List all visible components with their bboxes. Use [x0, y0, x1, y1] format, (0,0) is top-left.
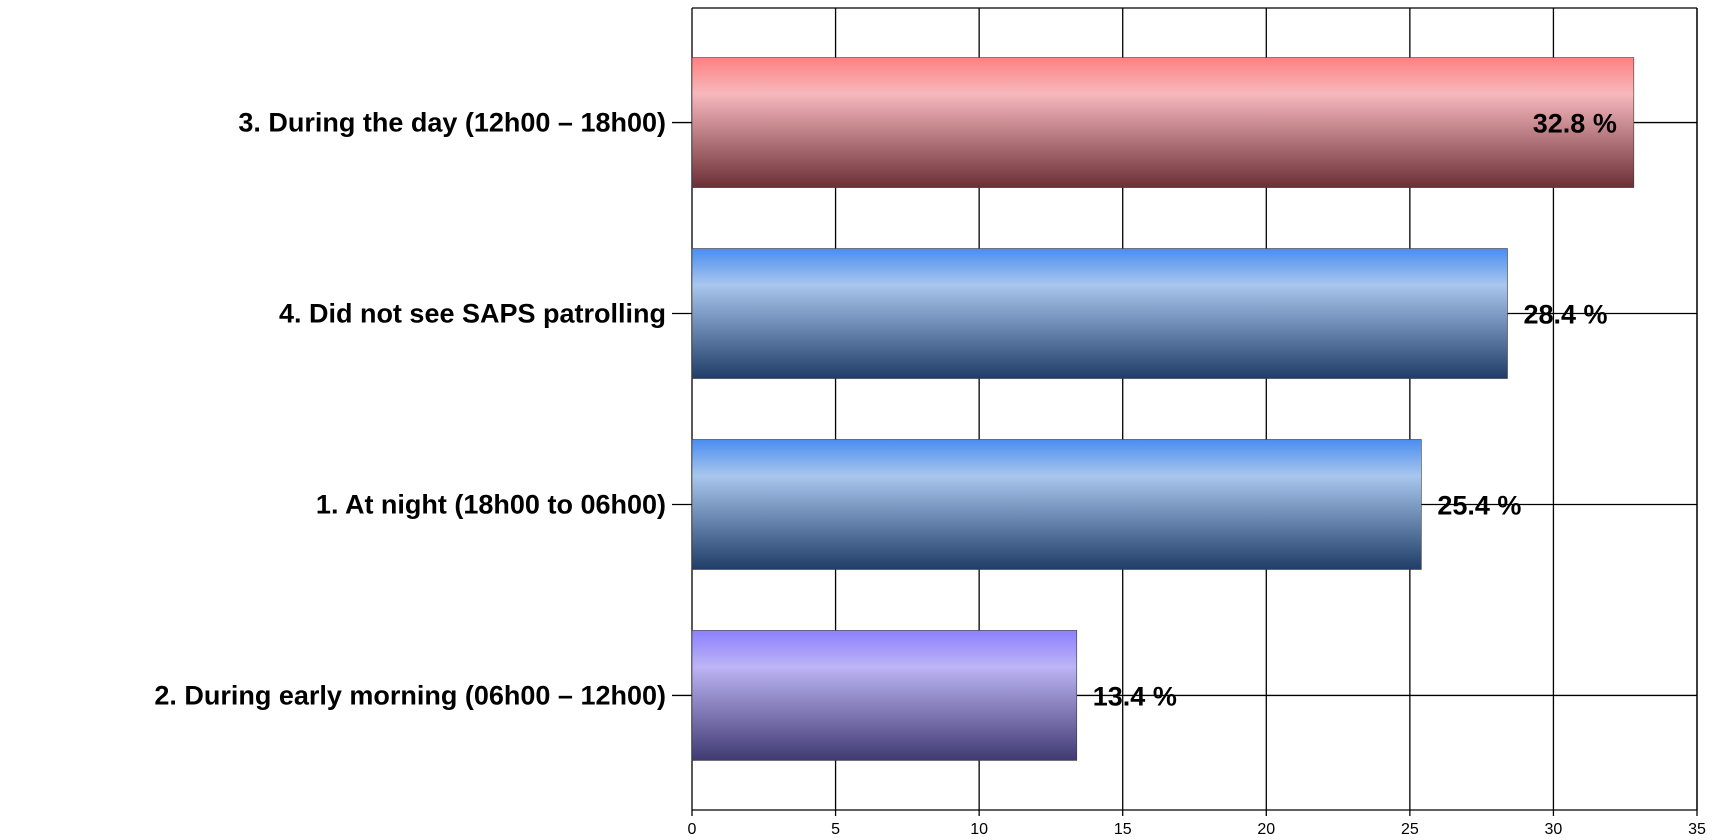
- category-label: 2. During early morning (06h00 – 12h00): [154, 680, 666, 710]
- x-tick-label: 10: [970, 821, 988, 838]
- category-label: 1. At night (18h00 to 06h00): [316, 489, 666, 519]
- bars: [691, 57, 1635, 761]
- category-label: 4. Did not see SAPS patrolling: [279, 299, 666, 329]
- bar: [691, 248, 1508, 379]
- x-tick-label: 20: [1257, 821, 1275, 838]
- category-labels: 3. During the day (12h00 – 18h00) 4. Did …: [154, 108, 666, 711]
- data-label: 25.4 %: [1437, 490, 1521, 520]
- bar: [691, 630, 1078, 761]
- data-label: 28.4 %: [1523, 300, 1607, 330]
- data-label: 32.8 %: [1533, 109, 1617, 139]
- x-tick-labels: 0 5 10 15 20 25 30 35: [688, 821, 1706, 838]
- x-tick-label: 35: [1688, 821, 1706, 838]
- bar: [691, 439, 1422, 570]
- x-tick-label: 5: [831, 821, 840, 838]
- x-tick-label: 30: [1545, 821, 1563, 838]
- category-label: 3. During the day (12h00 – 18h00): [238, 108, 666, 138]
- x-tick-label: 15: [1114, 821, 1132, 838]
- x-tick-label: 0: [688, 821, 697, 838]
- value-labels: 32.8 % 28.4 % 25.4 % 13.4 %: [1093, 109, 1617, 712]
- data-label: 13.4 %: [1093, 681, 1177, 711]
- x-tick-label: 25: [1401, 821, 1419, 838]
- bar: [691, 57, 1635, 188]
